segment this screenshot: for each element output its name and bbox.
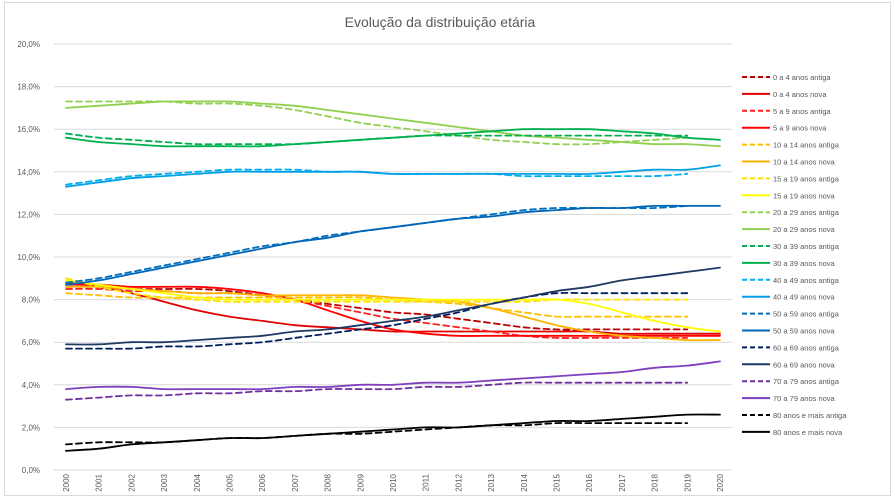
legend-label: 20 a 29 anos nova <box>773 225 836 234</box>
legend-label: 60 a 69 anos antiga <box>773 343 840 352</box>
y-tick-label: 20,0% <box>17 40 40 49</box>
y-tick-label: 4,0% <box>22 381 40 390</box>
x-tick-label: 2013 <box>487 473 496 491</box>
x-tick-label: 2019 <box>683 473 692 491</box>
legend-label: 0 a 4 anos nova <box>773 90 827 99</box>
series-line-70-a-79-anos-antiga <box>65 381 689 401</box>
series-line-50-a-59-anos-nova <box>65 204 721 286</box>
x-tick-label: 2002 <box>127 473 136 491</box>
y-tick-label: 0,0% <box>22 466 40 475</box>
y-tick-label: 14,0% <box>17 168 40 177</box>
legend-label: 40 a 49 anos nova <box>773 293 836 302</box>
x-tick-label: 2006 <box>258 473 267 491</box>
legend-label: 0 a 4 anos antiga <box>773 73 831 82</box>
series-line-20-a-29-anos-nova <box>65 100 721 148</box>
series-line-80-anos-e-mais-nova <box>65 413 721 452</box>
y-tick-label: 18,0% <box>17 83 40 92</box>
legend-label: 15 a 19 anos antiga <box>773 174 840 183</box>
series-line-10-a-14-anos-nova <box>65 285 721 342</box>
legend-label: 40 a 49 anos antiga <box>773 276 840 285</box>
chart-title: Evolução da distribuição etária <box>345 14 536 30</box>
x-tick-label: 2011 <box>422 473 431 491</box>
y-tick-label: 8,0% <box>22 296 40 305</box>
series-line-5-a-9-anos-nova <box>65 283 721 337</box>
series-line-50-a-59-anos-antiga <box>65 205 689 284</box>
legend-label: 50 a 59 anos antiga <box>773 310 840 319</box>
legend-label: 80 anos e mais antiga <box>773 411 847 420</box>
y-tick-label: 12,0% <box>17 210 40 219</box>
series-line-60-a-69-anos-antiga <box>65 291 689 350</box>
x-tick-label: 2020 <box>716 473 725 491</box>
legend-label: 80 anos e mais nova <box>773 428 843 437</box>
legend: 0 a 4 anos antiga 0 a 4 anos nova 5 a 9 an… <box>742 73 847 437</box>
legend-label: 70 a 79 anos antiga <box>773 377 840 386</box>
legend-label: 60 a 69 anos nova <box>773 360 836 369</box>
x-tick-label: 2008 <box>324 473 333 491</box>
x-tick-label: 2015 <box>553 473 562 491</box>
y-tick-label: 16,0% <box>17 125 40 134</box>
series-line-60-a-69-anos-nova <box>65 266 721 346</box>
x-tick-label: 2007 <box>291 473 300 491</box>
x-tick-label: 2016 <box>585 473 594 491</box>
x-tick-label: 2014 <box>520 473 529 491</box>
legend-label: 20 a 29 anos antiga <box>773 208 840 217</box>
x-tick-label: 2001 <box>95 473 104 491</box>
y-axis-ticks: 0,0% 2,0% 4,0% 6,0% 8,0% 10,0% 12,0% 14,0% 16,0%… <box>17 40 40 475</box>
series-line-80-anos-e-mais-antiga <box>65 422 689 446</box>
y-tick-label: 2,0% <box>22 423 40 432</box>
legend-label: 50 a 59 anos nova <box>773 327 836 336</box>
y-tick-label: 6,0% <box>22 338 40 347</box>
x-tick-label: 2005 <box>226 473 235 491</box>
legend-label: 10 a 14 anos nova <box>773 158 836 167</box>
series-lines <box>65 100 721 452</box>
legend-label: 10 a 14 anos antiga <box>773 141 840 150</box>
x-tick-label: 2003 <box>160 473 169 491</box>
legend-label: 30 a 39 anos antiga <box>773 242 840 251</box>
chart-frame <box>4 2 891 496</box>
legend-label: 30 a 39 anos nova <box>773 259 836 268</box>
legend-label: 5 a 9 anos nova <box>773 124 827 133</box>
series-line-70-a-79-anos-nova <box>65 360 721 391</box>
series-line-0-a-4-anos-nova <box>65 281 721 335</box>
x-axis-ticks: 2000 2001 2002 2003 2004 2005 2006 2007 2008 2009… <box>62 473 725 491</box>
series-line-40-a-49-anos-nova <box>65 164 721 188</box>
x-tick-label: 2010 <box>389 473 398 491</box>
x-tick-label: 2004 <box>193 473 202 491</box>
x-tick-label: 2012 <box>454 473 463 491</box>
x-tick-label: 2018 <box>651 473 660 491</box>
legend-label: 70 a 79 anos nova <box>773 394 836 403</box>
series-line-30-a-39-anos-nova <box>65 128 721 148</box>
series-line-0-a-4-anos-antiga <box>65 285 689 331</box>
legend-label: 5 a 9 anos antiga <box>773 107 831 116</box>
x-tick-label: 2017 <box>618 473 627 491</box>
x-tick-label: 2009 <box>356 473 365 491</box>
x-tick-label: 2000 <box>62 473 71 491</box>
gridlines <box>54 43 732 471</box>
legend-label: 15 a 19 anos nova <box>773 191 836 200</box>
y-tick-label: 10,0% <box>17 253 40 262</box>
series-line-15-a-19-anos-antiga <box>65 277 689 303</box>
series-line-15-a-19-anos-nova <box>65 279 721 333</box>
